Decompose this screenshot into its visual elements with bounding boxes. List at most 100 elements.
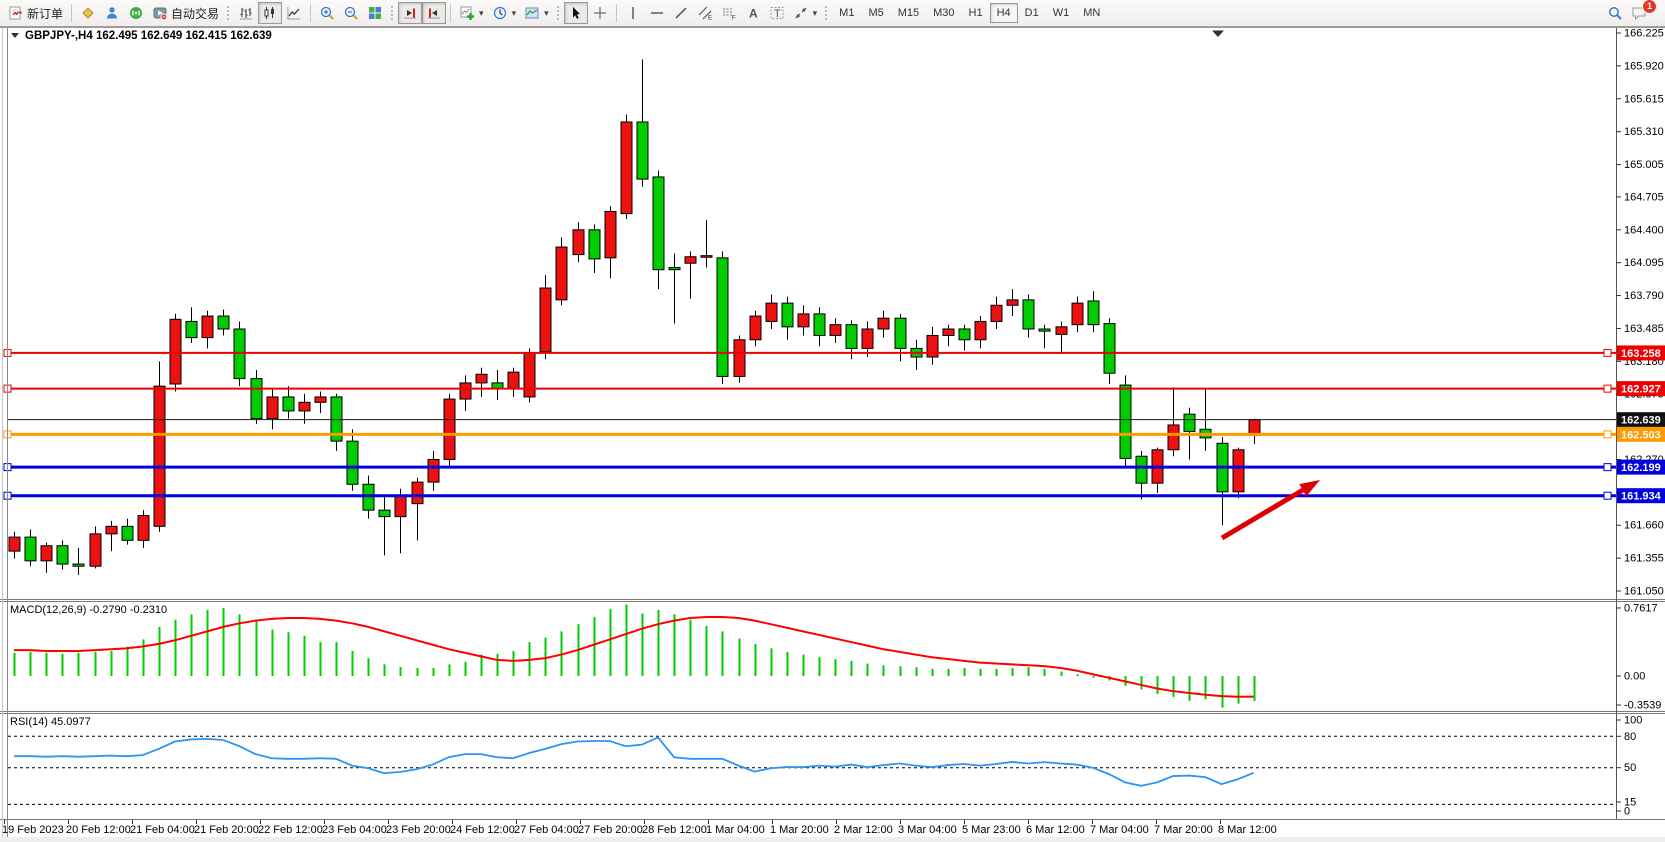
- auto-scroll-button[interactable]: [398, 2, 423, 24]
- arrows-tool-button[interactable]: ▾: [789, 2, 822, 24]
- price-badge-label: 163.258: [1621, 348, 1661, 360]
- fibonacci-tool-button[interactable]: F: [717, 2, 741, 24]
- svg-text:T: T: [774, 8, 781, 20]
- timeframe-h4[interactable]: H4: [989, 3, 1018, 23]
- new-order-button[interactable]: 新订单: [4, 2, 67, 24]
- bar-chart-type-button[interactable]: [234, 2, 258, 24]
- candle: [56, 545, 69, 565]
- timeframe-m1[interactable]: M1: [839, 7, 855, 19]
- channel-tool-button[interactable]: E: [693, 2, 717, 24]
- price-badge: [1617, 426, 1665, 442]
- price-tick-label: 164.705: [1624, 191, 1664, 203]
- line-chart-type-button[interactable]: [282, 2, 306, 24]
- chart-background[interactable]: [0, 27, 1665, 837]
- rsi-axis-label: 80: [1624, 731, 1636, 743]
- svg-text:E: E: [708, 16, 712, 22]
- signal-icon: [130, 7, 143, 19]
- signals-button[interactable]: [124, 2, 148, 24]
- trend-arrow-head[interactable]: [1299, 480, 1320, 497]
- tile-windows-button[interactable]: [363, 2, 387, 24]
- candle: [475, 373, 488, 384]
- candlestick-chart-type-button[interactable]: [258, 2, 283, 24]
- candle: [974, 320, 987, 341]
- zoom-out-icon: [344, 6, 358, 20]
- timeframe-w1[interactable]: W1: [1052, 7, 1070, 19]
- tile-windows-icon: [369, 7, 382, 19]
- candle: [459, 382, 472, 400]
- timeframe-mn[interactable]: MN: [1083, 7, 1101, 19]
- person-icon: [107, 7, 118, 19]
- candle: [781, 302, 794, 328]
- candle: [1232, 449, 1245, 493]
- auto-trading-button[interactable]: 自动交易: [148, 2, 223, 24]
- rsi-axis-label: 50: [1624, 762, 1636, 774]
- fibonacci-icon: F: [722, 8, 736, 21]
- periods-button[interactable]: ▾: [488, 2, 521, 24]
- level-handle[interactable]: [1603, 384, 1612, 393]
- text-label-tool-button[interactable]: T: [765, 2, 789, 24]
- search-button[interactable]: [1603, 2, 1627, 24]
- candle: [652, 176, 665, 271]
- price-tick-label: 165.310: [1624, 126, 1664, 138]
- candle: [1087, 300, 1100, 326]
- vertical-line-tool-button[interactable]: [621, 2, 645, 24]
- level-handle[interactable]: [1603, 491, 1612, 500]
- price-chart[interactable]: 166.225 165.920 165.615 165.310 165.005 164.7…: [0, 27, 1665, 842]
- candle: [169, 318, 182, 385]
- price-tick-label: 165.615: [1624, 93, 1664, 105]
- chart-shift-button[interactable]: [422, 2, 447, 24]
- price-badge: [1617, 459, 1665, 475]
- timeframe-m30[interactable]: M30: [933, 7, 955, 19]
- candle: [394, 495, 407, 518]
- price-badge: [1617, 345, 1665, 361]
- equidistant-channel-icon: E: [698, 6, 712, 22]
- candle: [507, 371, 520, 389]
- candle: [539, 287, 552, 353]
- candle: [1038, 328, 1051, 332]
- candle: [1055, 326, 1068, 335]
- add-indicator-button[interactable]: ▾: [455, 2, 488, 24]
- candle: [8, 536, 21, 552]
- notifications-button[interactable]: 1: [1627, 0, 1657, 24]
- candle: [829, 324, 842, 336]
- timeframe-m5[interactable]: M5: [868, 7, 884, 19]
- window-bottom-strip: [0, 837, 1665, 842]
- candle: [733, 339, 746, 377]
- trendline-tool-button[interactable]: [669, 2, 693, 24]
- community-button[interactable]: [100, 2, 124, 24]
- cursor-tool-button[interactable]: [563, 2, 588, 24]
- zoom-out-button[interactable]: [339, 2, 363, 24]
- level-handle[interactable]: [1603, 463, 1612, 472]
- time-label: 1 Mar 04:00: [706, 824, 765, 836]
- auto-scroll-icon: [404, 8, 417, 19]
- time-label: 23 Feb 04:00: [322, 824, 387, 836]
- depth-of-market-button[interactable]: [76, 2, 100, 24]
- zoom-in-button[interactable]: [315, 2, 339, 24]
- level-handle[interactable]: [1603, 348, 1612, 357]
- scroll-marker[interactable]: [1212, 30, 1224, 38]
- trendline-icon: [675, 7, 687, 19]
- horizontal-line-tool-button[interactable]: [645, 2, 669, 24]
- crosshair-tool-button[interactable]: [588, 2, 612, 24]
- toolbar-separator: [310, 4, 312, 22]
- vertical-line-icon: [631, 7, 634, 19]
- price-tick-label: 161.660: [1624, 520, 1664, 532]
- symbol-dropdown-icon[interactable]: [11, 33, 19, 38]
- time-label: 24 Feb 12:00: [450, 824, 515, 836]
- timeframe-d1[interactable]: D1: [1024, 7, 1039, 19]
- trend-arrow[interactable]: [1220, 485, 1308, 541]
- templates-button[interactable]: ▾: [520, 2, 553, 24]
- text-tool-button[interactable]: A: [741, 2, 765, 24]
- timeframe-h1[interactable]: H1: [968, 7, 983, 19]
- candle: [121, 525, 134, 541]
- time-label: 22 Feb 12:00: [258, 824, 323, 836]
- timeframe-m15[interactable]: M15: [897, 7, 920, 19]
- time-label: 20 Feb 12:00: [66, 824, 131, 836]
- candle: [1006, 299, 1019, 306]
- candle: [282, 396, 295, 412]
- candle: [1135, 455, 1148, 484]
- timeframe-group: M1 M5 M15 M30 H1 H4 D1 W1 MN: [832, 3, 1107, 23]
- time-label: 19 Feb 2023: [2, 824, 64, 836]
- candle: [523, 352, 536, 398]
- level-handle[interactable]: [1603, 430, 1612, 439]
